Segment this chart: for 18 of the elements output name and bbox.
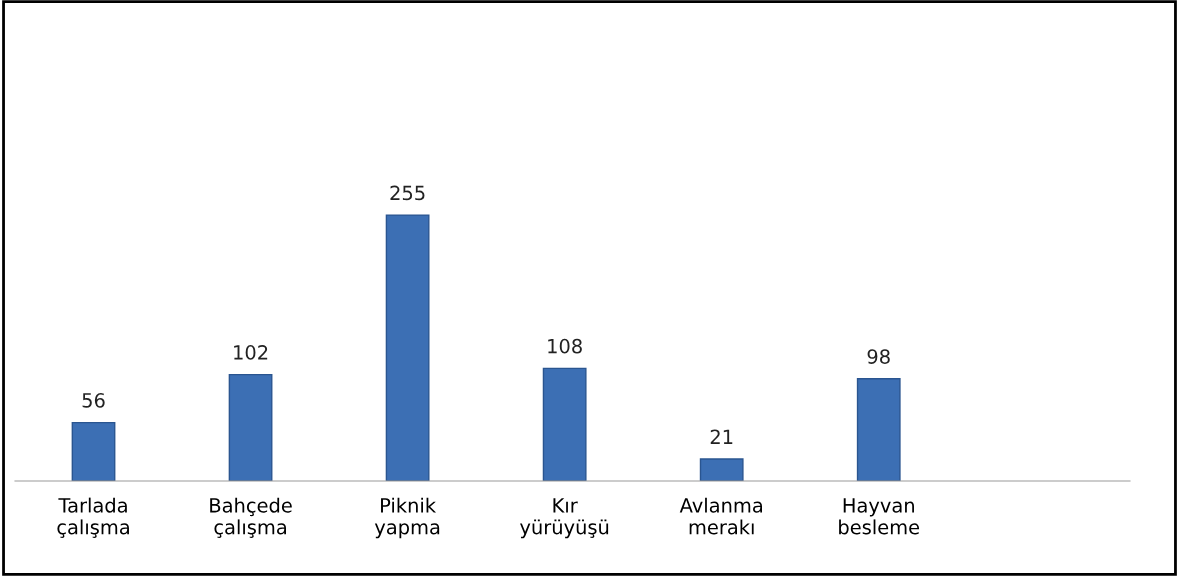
data-label: 56 (82, 392, 105, 408)
bar (542, 367, 587, 481)
x-tick-label: Tarlada çalışma (57, 497, 129, 538)
data-label: 108 (548, 338, 582, 354)
data-label: 255 (390, 185, 425, 201)
bar (71, 421, 116, 481)
x-tick-label: Hayvan besleme (839, 498, 920, 535)
x-tick-label: Kır yürüyüşü (520, 498, 609, 539)
bar (699, 458, 744, 481)
data-label: 98 (867, 349, 890, 364)
data-label: 21 (710, 429, 733, 444)
x-tick-label: Avlanma merakı (679, 497, 763, 535)
bar (228, 373, 273, 481)
x-tick-label: Bahçede çalışma (210, 497, 292, 538)
bar (385, 214, 430, 481)
data-label: 102 (234, 345, 268, 360)
bar (856, 378, 901, 481)
x-tick-label: Piknik yapma (374, 497, 440, 539)
